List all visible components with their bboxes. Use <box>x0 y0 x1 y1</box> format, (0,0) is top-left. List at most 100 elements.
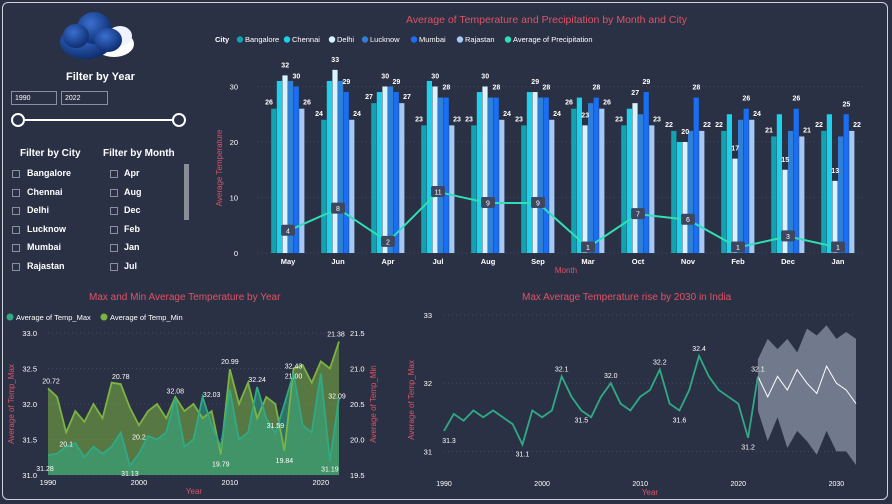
month-option-label[interactable]: Apr <box>124 168 140 178</box>
temperature-bar <box>643 92 649 253</box>
temperature-bar <box>526 92 532 253</box>
month-option-label[interactable]: Feb <box>124 223 141 234</box>
city-checkbox[interactable] <box>12 207 20 216</box>
month-option-label[interactable]: Jul <box>124 261 138 271</box>
precipitation-label-bg <box>631 208 645 220</box>
point-value-label: 31.3 <box>442 438 456 445</box>
city-option-label[interactable]: Rajastan <box>27 261 65 271</box>
temp-max-value-label: 31.19 <box>321 467 339 474</box>
bar-value-label: 29 <box>343 79 351 86</box>
legend-marker <box>504 36 512 43</box>
city-checkbox[interactable] <box>12 188 20 197</box>
temp-min-value-label: 20.72 <box>42 378 60 385</box>
point-value-label: 31.1 <box>516 452 530 459</box>
temperature-bar <box>632 103 638 254</box>
point-value-label: 32.1 <box>555 366 569 373</box>
point-value-label: 31.6 <box>673 417 687 424</box>
temperature-bar <box>471 125 477 253</box>
temperature-bar <box>476 92 482 253</box>
month-checkbox[interactable] <box>110 263 118 271</box>
temperature-bar <box>788 130 794 253</box>
temperature-bar <box>626 108 632 253</box>
bar-value-label: 26 <box>603 100 611 107</box>
temperature-bar <box>271 108 277 253</box>
city-option-label[interactable]: Bangalore <box>27 168 72 178</box>
bar-value-label: 23 <box>465 116 473 123</box>
precipitation-value-label: 2 <box>386 239 390 246</box>
temperature-bar <box>582 125 588 253</box>
city-option-label[interactable]: Chennai <box>27 186 63 197</box>
month-option-label[interactable]: Aug <box>124 186 142 197</box>
temp-max-line <box>47 373 340 468</box>
legend-marker <box>361 36 369 43</box>
temperature-bar <box>276 80 282 253</box>
bar-value-label: 23 <box>515 116 523 123</box>
year-to-input[interactable]: 2022 <box>61 91 108 105</box>
year-slider-track[interactable] <box>17 119 179 121</box>
x-tick-label: Dec <box>781 257 795 266</box>
bar-value-label: 29 <box>393 79 401 86</box>
city-checkbox[interactable] <box>12 263 20 271</box>
precipitation-label-bg <box>531 197 545 209</box>
temperature-line <box>443 353 759 448</box>
temperature-bar <box>771 136 777 253</box>
city-checkbox[interactable] <box>12 170 20 178</box>
temp-max-value-label: 31.13 <box>121 471 139 478</box>
temperature-bar <box>299 108 305 253</box>
month-checkbox[interactable] <box>110 188 118 197</box>
precipitation-label-bg <box>581 241 595 253</box>
month-checkbox[interactable] <box>110 207 118 216</box>
bar-value-label: 26 <box>743 96 751 103</box>
x-tick-label: May <box>281 257 296 266</box>
filter-by-month-title: Filter by Month <box>103 148 175 159</box>
year-from-input[interactable]: 1990 <box>11 91 57 105</box>
y-left-tick-label: 33.0 <box>22 329 37 338</box>
temperature-bar <box>321 119 327 253</box>
year-slider-start-handle[interactable] <box>11 113 25 127</box>
bar-value-label: 28 <box>443 85 451 92</box>
precipitation-value-label: 3 <box>786 234 790 241</box>
temperature-bar <box>832 180 838 253</box>
month-option-label[interactable]: Dec <box>124 205 141 216</box>
city-option-label[interactable]: Mumbai <box>27 242 62 253</box>
city-checkbox[interactable] <box>12 225 20 234</box>
temperature-forecast-chart: 31 32 33 Average of Temp_Max 1990 2000 2010 202… <box>407 311 857 497</box>
temperature-bar <box>543 97 549 253</box>
month-checkbox[interactable] <box>110 170 118 178</box>
bar-value-label: 23 <box>615 116 623 123</box>
city-checkbox[interactable] <box>12 244 20 253</box>
y-right-axis-label: Average of Temp_Min <box>369 365 378 443</box>
x-tick-label: 1990 <box>40 478 57 487</box>
precipitation-label-bg <box>281 224 295 236</box>
temperature-bar <box>293 86 299 253</box>
bar-value-label: 23 <box>453 116 461 123</box>
city-option-label[interactable]: Delhi <box>27 205 50 216</box>
temp-max-value-label: 32.08 <box>167 388 185 395</box>
precipitation-value-label: 7 <box>636 212 640 219</box>
year-slider-end-handle[interactable] <box>172 113 186 127</box>
month-option-label[interactable]: Jan <box>124 242 140 253</box>
temperature-bar <box>538 97 544 253</box>
bar-value-label: 15 <box>781 157 789 164</box>
temperature-bar <box>621 125 627 253</box>
month-list-scrollbar[interactable] <box>184 164 189 220</box>
bar-value-label: 30 <box>481 74 489 81</box>
bar-value-label: 26 <box>565 100 573 107</box>
y-right-tick-label: 20.0 <box>350 436 365 445</box>
temperature-bar <box>843 114 849 253</box>
month-checkbox[interactable] <box>110 225 118 234</box>
temperature-bar <box>738 119 744 253</box>
legend-marker <box>328 36 336 43</box>
legend-marker <box>100 313 108 321</box>
bar-value-label: 24 <box>553 111 561 118</box>
city-option-label[interactable]: Lucknow <box>27 223 67 234</box>
precipitation-label-bg <box>731 241 745 253</box>
bar-value-label: 23 <box>415 116 423 123</box>
bar-value-label: 28 <box>493 85 501 92</box>
x-axis-label: Year <box>186 487 203 496</box>
bar-value-label: 21 <box>765 127 773 134</box>
y-right-tick-label: 19.5 <box>350 471 365 480</box>
precipitation-label-bg <box>781 230 795 242</box>
bar-value-label: 30 <box>381 74 389 81</box>
month-checkbox[interactable] <box>110 244 118 253</box>
